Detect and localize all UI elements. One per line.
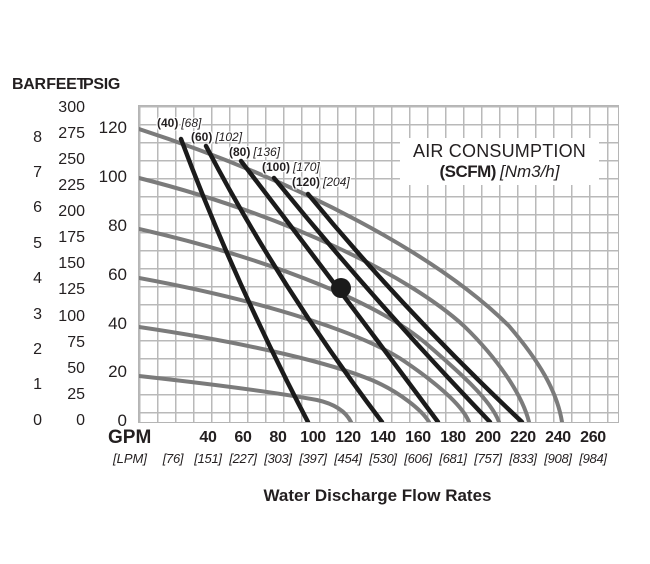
legend-title: AIR CONSUMPTION: [412, 141, 586, 162]
nm3h-value: [136]: [253, 145, 281, 159]
lpm-tick: [757]: [474, 451, 502, 466]
scfm-unit-label: (SCFM): [439, 162, 496, 182]
lpm-tick: [454]: [334, 451, 362, 466]
psig-tick: 20: [108, 362, 127, 381]
gpm-tick: 100: [300, 429, 326, 446]
air-curve-100scfm: [271, 175, 493, 422]
air-curve-40scfm: [178, 136, 311, 422]
air-curve-120scfm: [305, 191, 525, 422]
scfm-value: (120): [292, 175, 321, 189]
curve-label-60scfm: (60) [102]: [191, 130, 242, 144]
psig-tick: 40: [108, 314, 127, 333]
feet-tick: 150: [58, 255, 85, 272]
gpm-tick: 40: [199, 429, 217, 446]
discharge-curve-20psig: [139, 374, 353, 422]
lpm-tick: [833]: [509, 451, 537, 466]
feet-tick: 275: [58, 125, 85, 142]
gpm-tick: 60: [234, 429, 252, 446]
lpm-tick: [606]: [404, 451, 432, 466]
scfm-value: (60): [191, 130, 213, 144]
bar-axis-header: BAR: [12, 76, 46, 93]
lpm-tick: [681]: [439, 451, 467, 466]
legend-units: (SCFM) [Nm3/h]: [439, 162, 559, 182]
nm3h-value: [68]: [181, 116, 202, 130]
nm3h-value: [102]: [215, 130, 243, 144]
discharge-curve-80psig: [139, 227, 501, 422]
gpm-tick: 160: [405, 429, 431, 446]
discharge-curve-40psig: [139, 325, 431, 422]
gpm-axis-label: GPM: [108, 427, 152, 448]
lpm-tick: [908]: [544, 451, 572, 466]
gpm-tick: 120: [335, 429, 361, 446]
bar-tick: 3: [33, 306, 42, 323]
bar-tick: 4: [33, 270, 42, 287]
gpm-tick: 220: [510, 429, 536, 446]
air-consumption-legend: AIR CONSUMPTION (SCFM) [Nm3/h]: [400, 138, 599, 185]
scfm-value: (80): [229, 145, 251, 159]
lpm-axis-label: [LPM]: [113, 451, 147, 466]
gpm-tick: 80: [269, 429, 287, 446]
psig-tick: 100: [98, 167, 127, 186]
feet-tick: 300: [58, 99, 85, 116]
psig-tick: 0: [117, 411, 127, 430]
curve-label-80scfm: (80) [136]: [229, 145, 280, 159]
bar-tick: 1: [33, 376, 42, 393]
bar-tick: 7: [33, 164, 42, 181]
lpm-tick: [397]: [299, 451, 327, 466]
feet-tick: 0: [76, 412, 85, 429]
feet-tick: 25: [67, 386, 85, 403]
gpm-tick: 240: [545, 429, 571, 446]
scfm-value: (100): [262, 160, 291, 174]
lpm-tick: [303]: [264, 451, 292, 466]
lpm-tick: [530]: [369, 451, 397, 466]
psig-tick: 60: [108, 265, 127, 284]
feet-tick: 175: [58, 229, 85, 246]
nm3h-value: [204]: [323, 175, 350, 189]
feet-tick: 125: [58, 281, 85, 298]
bar-tick: 6: [33, 199, 42, 216]
curve-label-40scfm: (40) [68]: [157, 116, 201, 130]
gpm-tick: 260: [580, 429, 606, 446]
feet-tick: 250: [58, 151, 85, 168]
nm3h-value: [170]: [293, 160, 320, 174]
gpm-tick: 140: [370, 429, 396, 446]
psig-tick: 120: [98, 118, 127, 137]
scfm-value: (40): [157, 116, 179, 130]
curves-canvas: [139, 127, 564, 422]
nm3h-unit-label: [Nm3/h]: [499, 162, 560, 182]
operating-point-marker: [331, 278, 351, 298]
gpm-tick: 200: [475, 429, 501, 446]
chart-title: Water Discharge Flow Rates: [263, 486, 492, 505]
lpm-tick: [984]: [579, 451, 607, 466]
feet-tick: 75: [67, 334, 85, 351]
bar-tick: 5: [33, 235, 42, 252]
psig-axis-header: PSIG: [82, 76, 120, 93]
feet-tick: 200: [58, 203, 85, 220]
feet-axis-header: FEET: [46, 76, 86, 93]
air-curve-60scfm: [203, 143, 385, 422]
lpm-tick: [76]: [162, 451, 184, 466]
lpm-tick: [227]: [229, 451, 257, 466]
psig-tick: 80: [108, 216, 127, 235]
bar-tick: 8: [33, 129, 42, 146]
lpm-tick: [151]: [194, 451, 222, 466]
curve-label-120scfm: (120) [204]: [292, 175, 350, 189]
curve-label-100scfm: (100) [170]: [262, 160, 320, 174]
bar-tick: 0: [33, 412, 42, 429]
gpm-tick: 180: [440, 429, 466, 446]
feet-tick: 225: [58, 177, 85, 194]
feet-tick: 100: [58, 308, 85, 325]
feet-tick: 50: [67, 360, 85, 377]
bar-tick: 2: [33, 341, 42, 358]
